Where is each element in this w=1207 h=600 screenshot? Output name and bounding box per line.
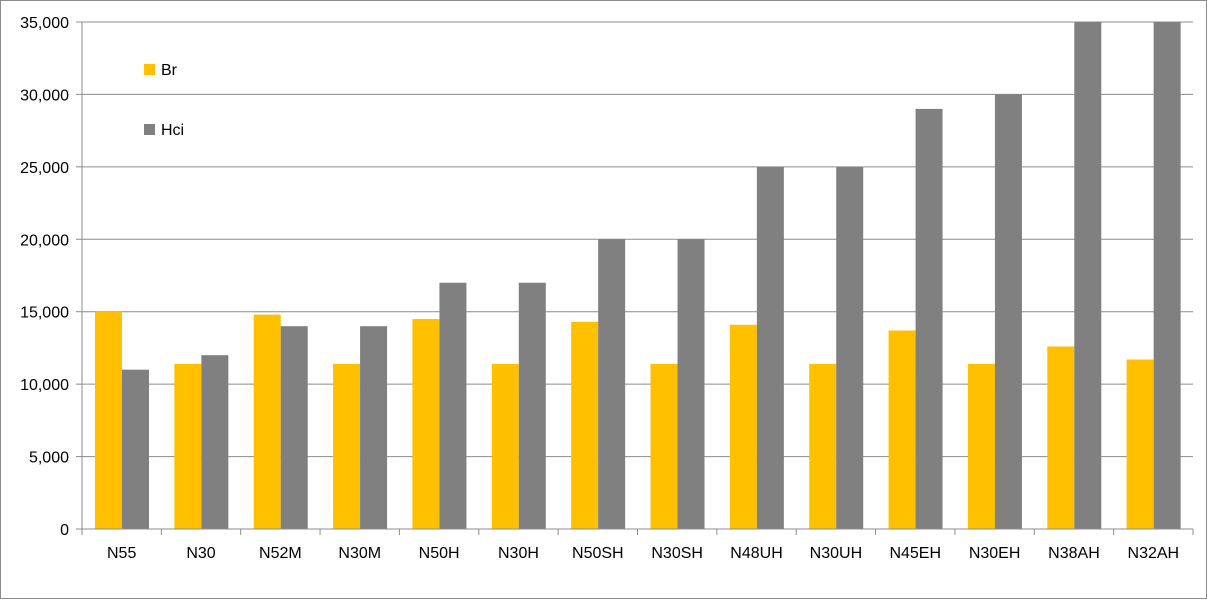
legend-swatch-hci (144, 124, 155, 135)
bar-hci-n52m (280, 326, 308, 529)
legend-swatch-br (144, 64, 155, 75)
bar-hci-n30m (360, 326, 388, 529)
bar-br-n30m (333, 363, 361, 529)
legend-label-hci: Hci (161, 122, 184, 139)
y-tick-label: 10,000 (20, 377, 69, 394)
gridlines (82, 21, 1193, 458)
bar-hci-n48uh (756, 166, 784, 529)
bar-hci-n55 (122, 369, 149, 529)
bar-br-n55 (95, 311, 122, 529)
y-axis-ticks: 0 5,000 10,000 15,000 20,000 25,000 30,000 35,0… (20, 15, 69, 539)
bar-br-n30 (174, 363, 202, 529)
x-tick-label: N55 (107, 545, 136, 562)
x-axis-ticks: N55 N30 N52M N30M N50H N30H N50SH N30SH N48UH N30… (107, 545, 1179, 562)
bar-br-n30h (491, 363, 519, 529)
x-tick-label: N30EH (969, 545, 1021, 562)
legend: Br Hci (144, 62, 184, 139)
bar-hci-n45eh (915, 108, 943, 530)
y-tick-label: 5,000 (29, 450, 69, 467)
bar-br-n32ah (1126, 359, 1154, 529)
x-tick-label: N30 (186, 545, 215, 562)
bar-hci-n30h (518, 282, 546, 529)
bar-br-n50sh (571, 321, 599, 529)
x-tick-label: N30SH (651, 545, 703, 562)
y-tick-label: 30,000 (20, 87, 69, 104)
bar-hci-n38ah (1074, 22, 1102, 529)
bar-br-n45eh (888, 330, 916, 529)
axes (76, 21, 1194, 535)
y-tick-label: 35,000 (20, 15, 69, 32)
x-tick-label: N50SH (572, 545, 624, 562)
bar-br-n48uh (729, 324, 757, 529)
x-tick-label: N30UH (810, 545, 862, 562)
y-tick-label: 25,000 (20, 160, 69, 177)
bar-hci-n50sh (598, 239, 626, 530)
bar-br-n38ah (1047, 346, 1075, 529)
bar-hci-n30 (201, 355, 229, 529)
bar-hci-n30uh (836, 166, 864, 529)
legend-label-br: Br (161, 62, 178, 79)
x-tick-label: N45EH (889, 545, 941, 562)
x-tick-label: N32AH (1128, 545, 1180, 562)
y-tick-label: 20,000 (20, 232, 69, 249)
x-tick-label: N52M (259, 545, 302, 562)
bar-hci-n32ah (1153, 22, 1181, 529)
bar-br-n30uh (809, 363, 837, 529)
bar-br-n52m (253, 314, 281, 529)
bars (95, 22, 1181, 530)
bar-hci-n30sh (677, 239, 705, 530)
x-tick-label: N30M (338, 545, 381, 562)
bar-br-n30eh (967, 363, 995, 529)
x-tick-label: N48UH (730, 545, 782, 562)
x-tick-label: N38AH (1048, 545, 1100, 562)
x-tick-label: N30H (498, 545, 539, 562)
x-tick-label: N50H (419, 545, 460, 562)
bar-hci-n30eh (994, 94, 1022, 529)
y-tick-label: 15,000 (20, 305, 69, 322)
bar-br-n30sh (650, 363, 678, 529)
bar-br-n50h (412, 318, 440, 529)
bar-hci-n50h (439, 282, 467, 529)
y-tick-label: 0 (60, 522, 69, 539)
